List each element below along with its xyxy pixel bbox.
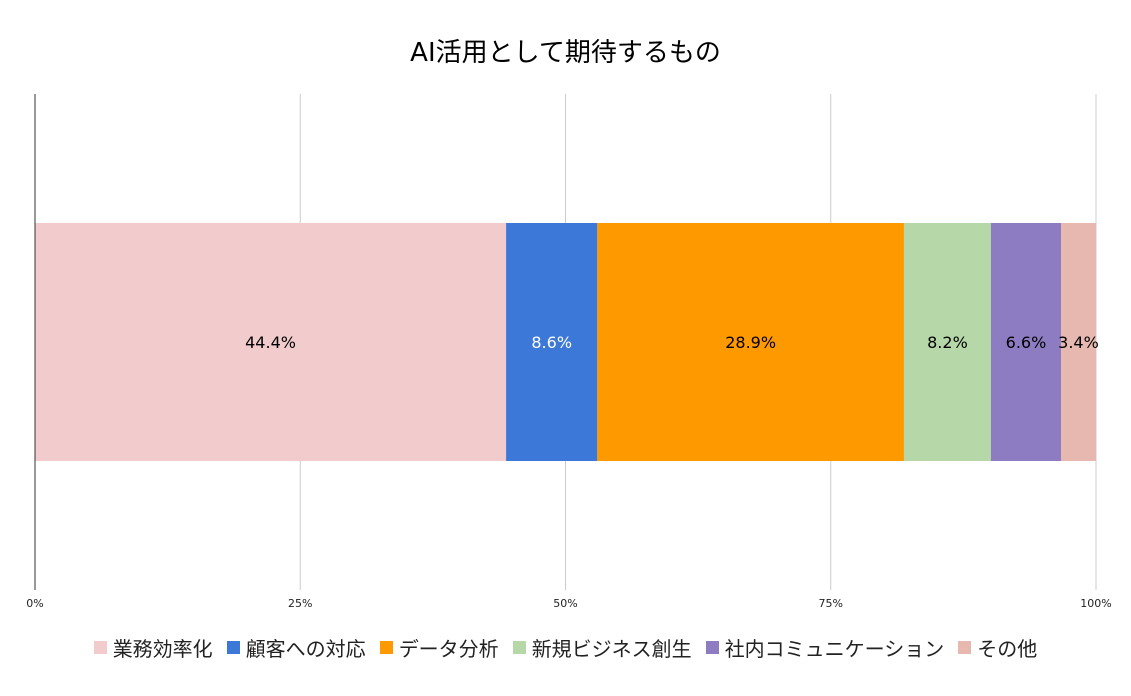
legend-label: 業務効率化 <box>112 637 213 661</box>
legend-swatch <box>958 641 972 654</box>
data-label: 8.2% <box>927 333 968 352</box>
legend-label: データ分析 <box>398 637 499 661</box>
x-tick-label: 50% <box>553 597 577 610</box>
legend-item: 業務効率化 <box>93 633 213 662</box>
x-tick-label: 100% <box>1080 597 1111 610</box>
stacked-bar <box>35 223 1096 461</box>
x-axis-ticks: 0% 25% 50% 75% 100% <box>26 597 1111 610</box>
bar-segment <box>990 223 1061 461</box>
data-labels: 44.4% 8.6% 28.9% 8.2% 6.6% 3.4% <box>245 333 1099 352</box>
legend-item: 新規ビジネス創生 <box>512 633 692 662</box>
legend-item: データ分析 <box>379 633 499 662</box>
data-label: 8.6% <box>531 333 572 352</box>
legend-swatch <box>93 641 107 654</box>
legend-swatch <box>379 641 393 654</box>
x-tick-label: 0% <box>26 597 43 610</box>
chart-plot: 44.4% 8.6% 28.9% 8.2% 6.6% 3.4% 0% 25% 50% 75% 10… <box>26 94 1112 610</box>
x-tick-label: 75% <box>819 597 843 610</box>
legend-label: 社内コミュニケーション <box>724 637 945 661</box>
legend-item: 顧客への対応 <box>226 633 366 662</box>
legend-swatch <box>226 641 240 654</box>
legend-item: その他 <box>958 633 1037 662</box>
legend-label: 顧客への対応 <box>245 637 366 661</box>
chart-title: AI活用として期待するもの <box>410 38 721 68</box>
legend-swatch <box>512 641 526 654</box>
legend-label: 新規ビジネス創生 <box>531 637 692 661</box>
data-label: 44.4% <box>245 333 296 352</box>
data-label: 28.9% <box>725 333 776 352</box>
bar-segment <box>597 223 904 461</box>
data-label: 6.6% <box>1006 333 1047 352</box>
legend-swatch <box>705 641 719 654</box>
legend-item: 社内コミュニケーション <box>705 633 945 662</box>
bar-segment <box>903 223 991 461</box>
bar-segment <box>506 223 598 461</box>
bar-segment <box>35 223 507 461</box>
x-tick-label: 25% <box>288 597 312 610</box>
bar-segment <box>1060 223 1096 461</box>
data-label: 3.4% <box>1058 333 1099 352</box>
legend-label: その他 <box>977 637 1038 661</box>
legend: 業務効率化 顧客への対応 データ分析 新規ビジネス創生 社内コミュニケーション その他 <box>0 633 1131 662</box>
